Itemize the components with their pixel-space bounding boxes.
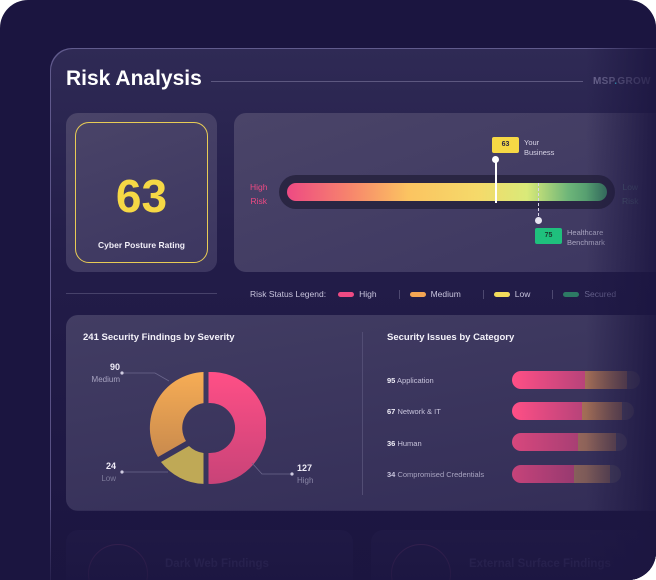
- high-label: High: [297, 476, 314, 485]
- category-count: 34: [387, 470, 396, 479]
- benchmark-marker-dot: [535, 217, 542, 224]
- benchmark-label: Healthcare Benchmark: [567, 228, 605, 248]
- title-divider: [211, 81, 583, 82]
- legend-label: Low: [514, 289, 531, 299]
- brand-part2: GROW: [617, 76, 651, 87]
- dark-web-ring-icon: [88, 544, 148, 580]
- dark-web-card: Dark Web Findings: [66, 530, 353, 580]
- donut-segment-high: [208, 371, 266, 484]
- cyber-posture-card: 63 Cyber Posture Rating: [66, 113, 217, 272]
- legend-label: High: [359, 289, 377, 299]
- legend-separator: [552, 289, 554, 299]
- page-title: Risk Analysis: [66, 67, 202, 90]
- high-risk-label: High Risk: [250, 180, 267, 208]
- legend-title: Risk Status Legend:: [250, 289, 327, 299]
- legend-label: Medium: [430, 289, 461, 299]
- low-swatch-icon: [493, 291, 510, 297]
- medium-label: Medium: [91, 375, 120, 384]
- low-label: Low: [101, 474, 116, 483]
- donut-segment-low: [161, 446, 204, 484]
- findings-card: 241 Security Findings by Severity: [66, 315, 656, 511]
- severity-donut-chart: [149, 371, 266, 484]
- brand-logo: MSP.GROW: [593, 76, 651, 87]
- medium-count: 90: [109, 362, 120, 372]
- gauge-gradient-bar: [287, 183, 607, 201]
- benchmark-value: 75: [535, 228, 562, 244]
- category-bar-network: [512, 402, 634, 420]
- donut-segment-medium: [149, 372, 204, 457]
- external-surface-card: External Surface Findings: [371, 530, 656, 580]
- legend-divider: [66, 293, 217, 294]
- low-risk-line1: Low: [622, 182, 639, 192]
- category-bar-human: [512, 433, 627, 451]
- your-business-line2: Business: [524, 148, 555, 157]
- benchmark-marker-line: [538, 183, 539, 221]
- risk-status-legend: Risk Status Legend: High Medium Low Secu…: [250, 289, 616, 299]
- your-business-marker-line: [495, 159, 497, 203]
- benchmark-line2: Benchmark: [567, 238, 605, 247]
- category-row-application: 95 Application: [387, 376, 434, 385]
- high-swatch-icon: [338, 291, 355, 297]
- your-business-label: Your Business: [524, 138, 554, 158]
- category-row-credentials: 34 Compromised Credentials: [387, 470, 484, 479]
- low-risk-label: Low Risk: [622, 180, 639, 208]
- posture-score: 63: [115, 170, 168, 222]
- medium-swatch-icon: [409, 291, 426, 297]
- external-surface-ring-icon: [391, 544, 451, 580]
- category-count: 67: [387, 407, 396, 416]
- external-surface-title: External Surface Findings: [469, 558, 611, 570]
- posture-frame: 63 Cyber Posture Rating: [75, 122, 208, 263]
- category-label: Application: [397, 376, 434, 385]
- category-label: Human: [397, 439, 422, 448]
- legend-item-medium: Medium: [409, 289, 461, 299]
- legend-item-low: Low: [493, 289, 531, 299]
- brand-part1: MSP: [593, 76, 615, 87]
- legend-separator: [482, 289, 484, 299]
- high-callout: 127 High: [297, 462, 313, 487]
- category-title: Security Issues by Category: [387, 332, 515, 343]
- severity-title: 241 Security Findings by Severity: [83, 332, 235, 343]
- your-business-line1: Your: [524, 138, 540, 147]
- category-label: Compromised Credentials: [397, 470, 485, 479]
- gauge-track: [279, 175, 615, 209]
- legend-separator: [398, 289, 400, 299]
- category-bar-application: [512, 371, 640, 389]
- category-bar-credentials: [512, 465, 621, 483]
- your-business-marker-dot: [492, 156, 499, 163]
- high-count: 127: [297, 463, 313, 473]
- legend-label: Secured: [584, 289, 617, 299]
- category-row-network: 67 Network & IT: [387, 407, 441, 416]
- category-count: 95: [387, 376, 396, 385]
- high-risk-line1: High: [250, 182, 268, 192]
- secured-swatch-icon: [563, 291, 580, 297]
- posture-label: Cyber Posture Rating: [98, 240, 185, 250]
- legend-item-high: High: [338, 289, 377, 299]
- legend-item-secured: Secured: [563, 289, 616, 299]
- dark-web-title: Dark Web Findings: [165, 558, 269, 570]
- category-count: 36: [387, 439, 396, 448]
- risk-gauge-card: High Risk Low Risk 63 Your Business 75 H…: [234, 113, 656, 272]
- category-label: Network & IT: [397, 407, 441, 416]
- medium-callout: 90 Medium: [84, 361, 120, 386]
- your-business-value: 63: [492, 137, 519, 153]
- category-row-human: 36 Human: [387, 439, 422, 448]
- low-count: 24: [105, 461, 116, 471]
- low-callout: 24 Low: [84, 460, 116, 485]
- high-risk-line2: Risk: [250, 196, 267, 206]
- donut-callout-lines: [120, 371, 294, 476]
- benchmark-line1: Healthcare: [567, 228, 604, 237]
- card-divider: [362, 332, 363, 495]
- low-risk-line2: Risk: [622, 196, 639, 206]
